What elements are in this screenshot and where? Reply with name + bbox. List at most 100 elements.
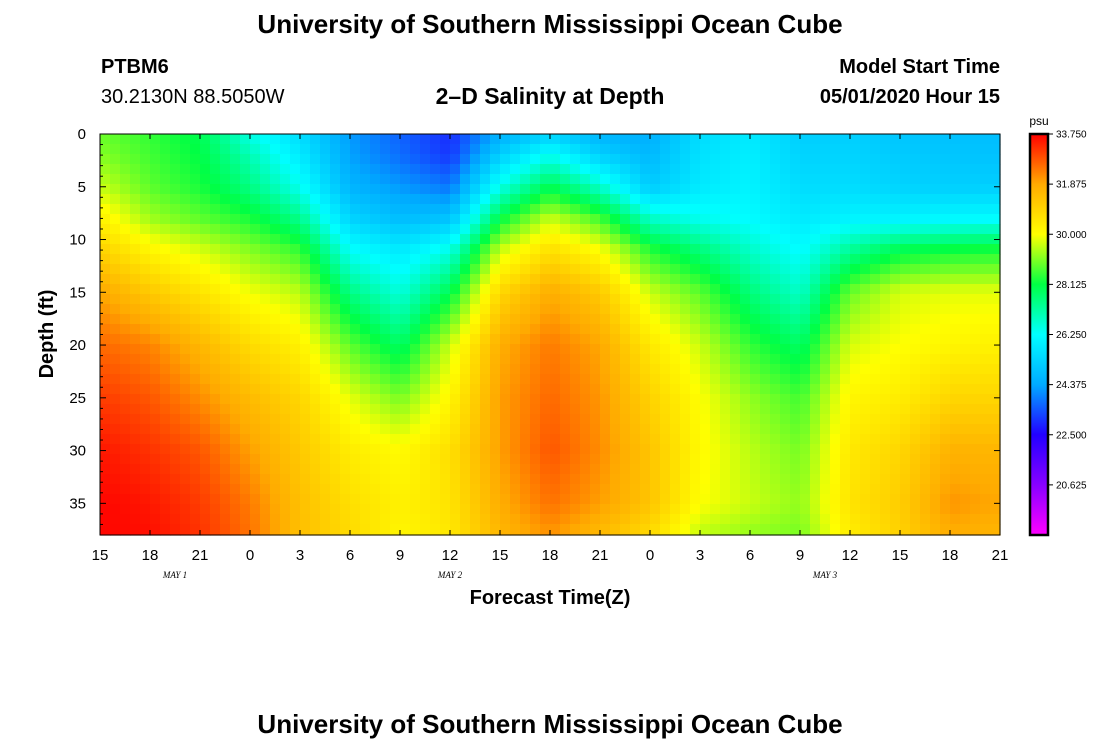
heatmap-cell	[950, 354, 961, 365]
heatmap-cell	[160, 324, 171, 335]
heatmap-cell	[740, 524, 751, 535]
heatmap-cell	[120, 204, 131, 215]
heatmap-cell	[190, 324, 201, 335]
heatmap-cell	[720, 434, 731, 445]
heatmap-cell	[470, 284, 481, 295]
heatmap-cell	[160, 504, 171, 515]
heatmap-cell	[130, 134, 141, 145]
heatmap-cell	[500, 504, 511, 515]
heatmap-cell	[690, 344, 701, 355]
heatmap-cell	[600, 424, 611, 435]
heatmap-cell	[110, 364, 121, 375]
heatmap-cell	[770, 284, 781, 295]
heatmap-cell	[690, 454, 701, 465]
heatmap-cell	[830, 204, 841, 215]
heatmap-cell	[470, 264, 481, 275]
heatmap-cell	[950, 424, 961, 435]
heatmap-cell	[400, 464, 411, 475]
heatmap-cell	[260, 234, 271, 245]
heatmap-cell	[290, 254, 301, 265]
heatmap-cell	[990, 334, 1001, 345]
heatmap-cell	[460, 304, 471, 315]
heatmap-cell	[550, 234, 561, 245]
heatmap-cell	[250, 134, 261, 145]
heatmap-cell	[540, 234, 551, 245]
heatmap-cell	[350, 314, 361, 325]
heatmap-cell	[240, 194, 251, 205]
heatmap-cell	[290, 334, 301, 345]
heatmap-cell	[580, 184, 591, 195]
heatmap-cell	[580, 494, 591, 505]
heatmap-cell	[310, 294, 321, 305]
heatmap-cell	[370, 184, 381, 195]
heatmap-cell	[700, 504, 711, 515]
heatmap-cell	[280, 394, 291, 405]
heatmap-cell	[640, 324, 651, 335]
heatmap-cell	[230, 194, 241, 205]
heatmap-cell	[890, 404, 901, 415]
heatmap-cell	[810, 144, 821, 155]
heatmap-cell	[800, 324, 811, 335]
heatmap-cell	[170, 264, 181, 275]
heatmap-cell	[450, 324, 461, 335]
heatmap-cell	[860, 144, 871, 155]
heatmap-cell	[220, 324, 231, 335]
heatmap-cell	[780, 244, 791, 255]
heatmap-cell	[980, 234, 991, 245]
heatmap-cell	[940, 254, 951, 265]
heatmap-cell	[990, 374, 1001, 385]
heatmap-cell	[560, 494, 571, 505]
heatmap-cell	[510, 154, 521, 165]
colorbar-tick-label: 22.500	[1056, 430, 1087, 441]
heatmap-cell	[240, 324, 251, 335]
heatmap-cell	[320, 424, 331, 435]
heatmap-cell	[600, 414, 611, 425]
heatmap-cell	[650, 254, 661, 265]
heatmap-cell	[600, 474, 611, 485]
heatmap-cell	[910, 284, 921, 295]
heatmap-cell	[750, 454, 761, 465]
heatmap-cell	[980, 334, 991, 345]
heatmap-cell	[870, 504, 881, 515]
heatmap-cell	[870, 294, 881, 305]
heatmap-cell	[350, 304, 361, 315]
heatmap-cell	[290, 474, 301, 485]
heatmap-cell	[730, 314, 741, 325]
heatmap-cell	[680, 324, 691, 335]
heatmap-cell	[640, 244, 651, 255]
heatmap-cell	[540, 394, 551, 405]
heatmap-cell	[640, 444, 651, 455]
heatmap-cell	[400, 354, 411, 365]
heatmap-cell	[490, 494, 501, 505]
heatmap-cell	[340, 424, 351, 435]
heatmap-cell	[440, 274, 451, 285]
heatmap-cell	[940, 274, 951, 285]
heatmap-cell	[680, 294, 691, 305]
heatmap-cell	[410, 404, 421, 415]
heatmap-cell	[650, 224, 661, 235]
heatmap-cell	[110, 134, 121, 145]
heatmap-cell	[750, 154, 761, 165]
heatmap-cell	[810, 444, 821, 455]
heatmap-cell	[480, 524, 491, 535]
heatmap-cell	[720, 464, 731, 475]
heatmap-cell	[250, 424, 261, 435]
heatmap-cell	[130, 164, 141, 175]
heatmap-cell	[500, 364, 511, 375]
heatmap-cell	[240, 414, 251, 425]
heatmap-cell	[750, 334, 761, 345]
heatmap-cell	[840, 214, 851, 225]
heatmap-cell	[740, 504, 751, 515]
heatmap-cell	[820, 374, 831, 385]
heatmap-cell	[520, 304, 531, 315]
heatmap-cell	[810, 364, 821, 375]
heatmap-cell	[770, 454, 781, 465]
heatmap-cell	[140, 214, 151, 225]
heatmap-cell	[910, 164, 921, 175]
heatmap-cell	[940, 264, 951, 275]
heatmap-cell	[660, 144, 671, 155]
heatmap-cell	[810, 264, 821, 275]
heatmap-cell	[940, 154, 951, 165]
heatmap-cell	[180, 484, 191, 495]
heatmap-cell	[410, 324, 421, 335]
